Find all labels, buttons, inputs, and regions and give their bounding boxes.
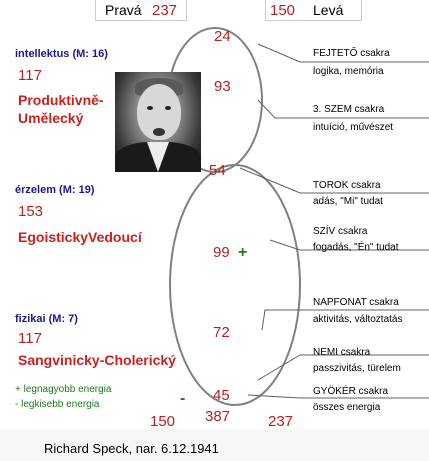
- left-box: [265, 0, 362, 21]
- diagram-shapes: [167, 27, 429, 406]
- chakra-name-heart: SZÍV csakra: [313, 226, 368, 237]
- section-type-intellect-line1: Produktivně-: [18, 92, 104, 108]
- node-value-root: 387: [205, 408, 231, 425]
- minus-sign: -: [180, 390, 186, 407]
- bottom-left-value: 150: [150, 413, 176, 430]
- chakra-desc-sacral: passzivitás, türelem: [313, 363, 401, 374]
- chakra-name-throat: TOROK csakra: [313, 180, 381, 191]
- chakra-desc-third-eye: intuíció, művészet: [313, 122, 394, 133]
- chakra-name-solar: NAPFONAT csakra: [313, 297, 399, 308]
- chakra-desc-root: összes energia: [313, 402, 381, 413]
- right-box: [95, 0, 187, 21]
- section-heading-intellect: intellektus (M: 16): [15, 48, 108, 60]
- chakra-desc-solar: aktivitás, változtatás: [313, 314, 403, 325]
- legend-minus: - legkisebb energia: [15, 399, 100, 410]
- chakra-desc-heart: fogadás, "Én" tudat: [313, 242, 399, 253]
- portrait-photo: [115, 72, 201, 172]
- caption: Richard Speck, nar. 6.12.1941: [44, 441, 219, 456]
- section-value-intellect: 117: [18, 67, 42, 84]
- right-label: Pravá: [105, 2, 142, 18]
- node-value-sacral: 45: [213, 387, 230, 404]
- left-label: Levá: [313, 2, 344, 18]
- chakra-name-crown: FEJTETŐ csakra: [313, 48, 390, 59]
- chakra-name-sacral: NEMI csakra: [313, 347, 371, 358]
- node-value-throat: 54: [209, 162, 226, 179]
- legend-plus: + legnagyobb energia: [15, 384, 112, 395]
- node-value-heart: 99: [213, 244, 230, 261]
- section-type-emotion: EgoistickyVedoucí: [18, 229, 142, 245]
- bottom-right-value: 237: [268, 413, 294, 430]
- connector-lines: [239, 43, 429, 399]
- section-heading-emotion: érzelem (M: 19): [15, 184, 95, 196]
- section-heading-physical: fizikai (M: 7): [15, 313, 78, 325]
- node-value-solar: 72: [213, 324, 230, 341]
- section-type-physical: Sangvinicky-Cholerický: [18, 352, 176, 368]
- node-value-third-eye: 93: [214, 78, 231, 95]
- chakra-desc-crown: logika, memória: [313, 66, 384, 77]
- section-value-emotion: 153: [18, 203, 44, 220]
- right-value: 237: [152, 2, 178, 19]
- node-value-crown: 24: [214, 28, 231, 45]
- section-type-intellect-line2: Umělecký: [18, 110, 84, 126]
- chakra-name-third-eye: 3. SZEM csakra: [313, 104, 385, 115]
- section-value-physical: 117: [18, 330, 42, 347]
- chakra-name-root: GYÖKÉR csakra: [313, 386, 389, 397]
- plus-sign: +: [238, 244, 248, 261]
- chakra-desc-throat: adás, "Mi" tudat: [313, 196, 383, 207]
- lower-ellipse: [169, 164, 301, 406]
- left-value: 150: [270, 2, 296, 19]
- chakra-diagram: Pravá 237 150 Levá intellektus (M: 16) 1…: [15, 0, 429, 430]
